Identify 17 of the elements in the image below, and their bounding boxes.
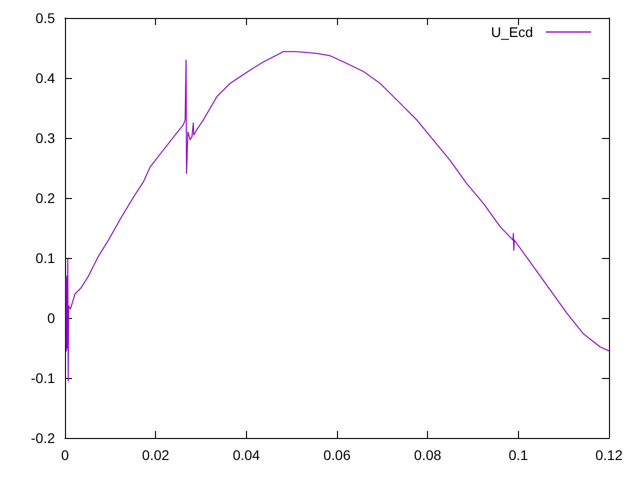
y-tick-label: 0.3 xyxy=(36,130,56,146)
y-tick-label: 0.4 xyxy=(36,70,56,86)
y-tick-label: -0.2 xyxy=(30,430,56,446)
y-tick-label: 0 xyxy=(47,310,56,326)
y-tick-label: -0.1 xyxy=(30,370,56,386)
x-tick-label: 0.06 xyxy=(323,447,351,463)
y-tick-label: 0.1 xyxy=(36,250,56,266)
x-tick-label: 0.1 xyxy=(508,447,528,463)
x-tick-label: 0.08 xyxy=(414,447,442,463)
x-tick-label: 0.02 xyxy=(142,447,170,463)
x-tick-label: 0 xyxy=(61,447,70,463)
y-tick-label: 0.2 xyxy=(36,190,56,206)
y-tick-label: 0.5 xyxy=(36,10,56,26)
line-series xyxy=(65,51,610,382)
x-tick-label: 0.12 xyxy=(595,447,623,463)
legend-label: U_Ecd xyxy=(490,24,533,40)
x-tick-label: 0.04 xyxy=(232,447,260,463)
